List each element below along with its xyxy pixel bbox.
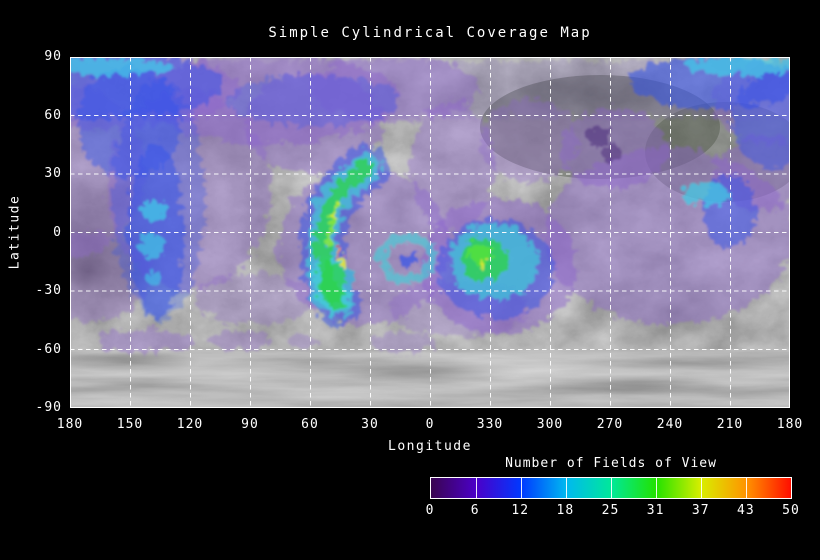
x-tick-label: 120	[176, 417, 204, 432]
colorbar-gradient	[430, 477, 792, 499]
colorbar-divider	[656, 478, 657, 498]
colorbar-divider	[476, 478, 477, 498]
map-plot-area	[0, 45, 820, 408]
chart-title: Simple Cylindrical Coverage Map	[268, 25, 592, 41]
colorbar-tick-label: 43	[737, 503, 755, 518]
x-tick-label: 90	[241, 417, 259, 432]
x-tick-label: 300	[536, 417, 564, 432]
x-tick-label: 180	[776, 417, 804, 432]
colorbar-tick-label: 18	[556, 503, 575, 518]
y-tick-label: -60	[35, 341, 62, 357]
colorbar-tick-label: 25	[601, 503, 620, 518]
y-tick-label: -90	[35, 400, 62, 415]
colorbar-tick-label: 0	[425, 503, 435, 518]
colorbar-divider	[611, 478, 612, 498]
coverage-map-svg	[0, 45, 820, 408]
colorbar-title: Number of Fields of View	[505, 456, 717, 471]
x-tick-label: 0	[425, 417, 435, 432]
colorbar-divider	[566, 478, 567, 498]
y-tick-label: 90	[44, 49, 62, 64]
x-tick-label: 30	[361, 417, 379, 432]
y-tick-label: -30	[35, 283, 62, 298]
x-tick-label: 210	[716, 417, 744, 432]
x-tick-label: 330	[476, 417, 504, 432]
colorbar-divider	[521, 478, 522, 498]
plot-frame-border	[70, 57, 790, 408]
x-axis-title: Longitude	[388, 439, 472, 454]
y-tick-label: 60	[44, 107, 62, 123]
grid-lines	[70, 57, 790, 408]
x-tick-label: 60	[301, 417, 319, 432]
colorbar-tick-label: 12	[511, 503, 530, 518]
x-tick-label: 180	[56, 417, 84, 432]
coverage-overlay	[0, 45, 820, 349]
colorbar-tick-label: 50	[782, 503, 800, 518]
x-tick-label: 270	[596, 417, 624, 432]
colorbar-divider	[746, 478, 747, 498]
y-axis-title: Latitude	[7, 194, 23, 270]
colorbar-tick-label: 31	[646, 503, 665, 518]
y-tick-label: 30	[44, 166, 62, 181]
x-tick-label: 240	[656, 417, 684, 432]
colorbar-tick-label: 6	[470, 503, 480, 518]
x-tick-label: 150	[116, 417, 144, 432]
colorbar-tick-label: 37	[691, 503, 710, 518]
colorbar-divider	[701, 478, 702, 498]
